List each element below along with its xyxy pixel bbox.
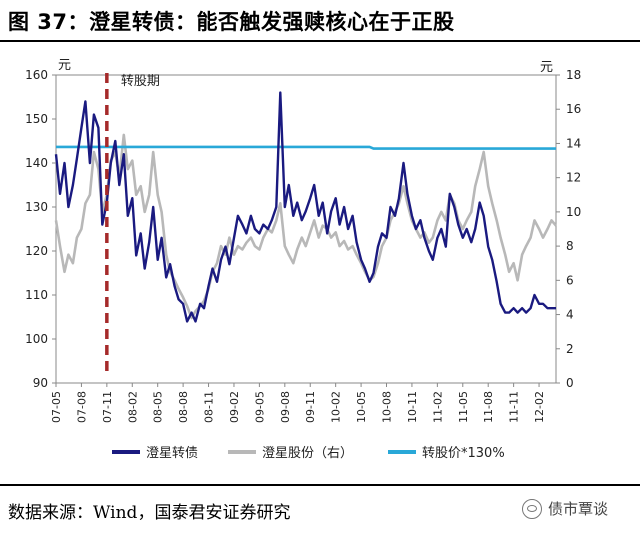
right-axis-unit: 元: [540, 60, 553, 75]
series-line-3: [56, 145, 556, 150]
x-tick-label: 12-02: [533, 391, 546, 423]
x-tick-label: 07-05: [50, 391, 63, 423]
x-tick-label: 08-05: [152, 391, 165, 423]
x-tick-label: 08-11: [203, 391, 216, 423]
series-line-1: [54, 91, 556, 323]
watermark-text: 债市覃谈: [548, 500, 609, 518]
x-tick-label: 08-08: [177, 391, 190, 423]
right-tick-label: 2: [566, 342, 574, 356]
figure-title: 图 37：澄星转债：能否触发强赎核心在于正股: [8, 10, 455, 34]
source-rule: [0, 484, 640, 486]
right-tick-label: 8: [566, 239, 574, 253]
x-tick-label: 11-02: [431, 391, 444, 423]
x-tick-label: 09-08: [279, 391, 292, 423]
source-note: 数据来源：Wind，国泰君安证券研究: [8, 503, 291, 523]
x-tick-label: 11-05: [457, 391, 470, 423]
x-tick-label: 10-08: [381, 391, 394, 423]
wechat-icon: [522, 498, 542, 519]
right-tick-label: 16: [566, 102, 581, 116]
series-layer: [54, 91, 557, 323]
x-tick-label: 09-11: [304, 391, 317, 423]
legend-label-3: 转股价*130%: [422, 446, 505, 461]
left-tick-label: 110: [25, 288, 48, 302]
left-tick-label: 90: [33, 376, 48, 390]
left-tick-label: 100: [25, 332, 48, 346]
series-line-2: [54, 133, 557, 320]
right-tick-label: 0: [566, 376, 574, 390]
left-tick-label: 120: [25, 244, 48, 258]
right-tick-label: 6: [566, 273, 574, 287]
legend: 澄星转债 澄星股份（右） 转股价*130%: [112, 446, 505, 461]
left-tick-label: 130: [25, 200, 48, 214]
title-rule: [0, 40, 640, 42]
x-tick-label: 11-08: [482, 391, 495, 423]
watermark: 债市覃谈: [522, 498, 608, 519]
right-tick-label: 12: [566, 171, 581, 185]
x-tick-label: 07-08: [75, 391, 88, 423]
x-tick-label: 07-11: [101, 391, 114, 423]
left-axis-unit: 元: [58, 58, 71, 73]
x-tick-label: 09-02: [228, 391, 241, 423]
axes-layer: 90 100 110 120 130 140 150 160 元 0 2 4 6 8 10 12 14 16 18 元…: [25, 58, 581, 423]
x-tick-label: 10-11: [406, 391, 419, 423]
right-tick-label: 18: [566, 68, 581, 82]
legend-label-2: 澄星股份（右）: [262, 446, 353, 461]
x-tick-label: 08-02: [126, 391, 139, 423]
left-tick-label: 160: [25, 68, 48, 82]
left-tick-label: 140: [25, 156, 48, 170]
right-tick-label: 14: [566, 136, 581, 150]
x-tick-label: 10-05: [355, 391, 368, 423]
plot-area: [55, 74, 557, 384]
x-tick-label: 10-02: [330, 391, 343, 423]
legend-label-1: 澄星转债: [146, 446, 198, 461]
x-tick-label: 11-11: [508, 391, 521, 423]
left-tick-label: 150: [25, 112, 48, 126]
line-chart: 转股期 90 100 110 120 130 140 150 160 元 0 2 4 6 8 10 12 14 1…: [25, 58, 581, 461]
conversion-period-label: 转股期: [121, 74, 160, 89]
annotation-layer: 转股期: [105, 73, 160, 371]
right-tick-label: 10: [566, 205, 581, 219]
right-tick-label: 4: [566, 308, 574, 322]
plot-border: [55, 74, 557, 384]
x-tick-label: 09-05: [253, 391, 266, 423]
